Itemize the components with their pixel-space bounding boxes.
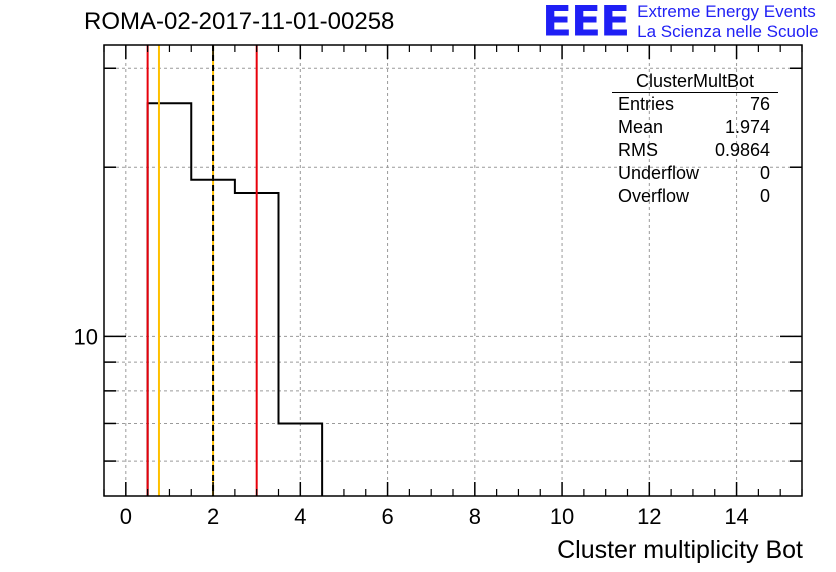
x-tick-label: 4 bbox=[294, 504, 306, 529]
logo-text: Extreme Energy Events La Scienza nelle S… bbox=[637, 2, 818, 42]
stats-label: Underflow bbox=[618, 163, 700, 183]
chart-title: ROMA-02-2017-11-01-00258 bbox=[84, 8, 395, 35]
x-tick-label: 6 bbox=[381, 504, 393, 529]
stats-row: Mean 1.974 bbox=[612, 116, 778, 139]
stats-label: Entries bbox=[618, 94, 675, 114]
ticks-layer bbox=[103, 45, 803, 496]
stats-value: 0.9864 bbox=[714, 140, 770, 160]
stats-row: RMS 0.9864 bbox=[612, 139, 778, 162]
stats-value: 1.974 bbox=[724, 117, 770, 137]
logo-mark: EEE bbox=[542, 0, 630, 46]
eee-logo: EEE Extreme Energy Events La Scienza nel… bbox=[542, 0, 819, 44]
histogram-layer bbox=[146, 102, 324, 496]
logo-line-1: Extreme Energy Events bbox=[637, 2, 816, 21]
x-tick-label: 2 bbox=[207, 504, 219, 529]
stats-box: ClusterMultBot Entries 76 Mean 1.974 RMS… bbox=[612, 70, 778, 208]
x-tick-label: 0 bbox=[120, 504, 132, 529]
stats-row: Entries 76 bbox=[612, 93, 778, 116]
x-tick-label: 14 bbox=[724, 504, 748, 529]
stats-row: Overflow 0 bbox=[612, 185, 778, 208]
x-tick-label: 12 bbox=[637, 504, 661, 529]
tick-labels-layer: 0 2 4 6 8 10 12 14 10 bbox=[74, 324, 749, 529]
stats-title: ClusterMultBot bbox=[612, 70, 778, 93]
logo-line-2: La Scienza nelle Scuole bbox=[637, 22, 819, 41]
stats-value: 76 bbox=[749, 94, 770, 114]
stats-row: Underflow 0 bbox=[612, 162, 778, 185]
x-axis-label: Cluster multiplicity Bot bbox=[557, 536, 803, 564]
stats-value: 0 bbox=[759, 163, 770, 183]
x-tick-label: 8 bbox=[469, 504, 481, 529]
x-tick-label: 10 bbox=[550, 504, 574, 529]
histogram-bin bbox=[148, 103, 192, 496]
stats-label: Overflow bbox=[618, 186, 690, 206]
marker-lines-layer bbox=[146, 45, 258, 496]
stats-value: 0 bbox=[759, 186, 770, 206]
stats-label: Mean bbox=[618, 117, 664, 137]
grid-layer bbox=[104, 45, 802, 496]
y-tick-label: 10 bbox=[74, 324, 98, 349]
histogram-outline bbox=[146, 102, 324, 496]
stats-label: RMS bbox=[618, 140, 658, 160]
